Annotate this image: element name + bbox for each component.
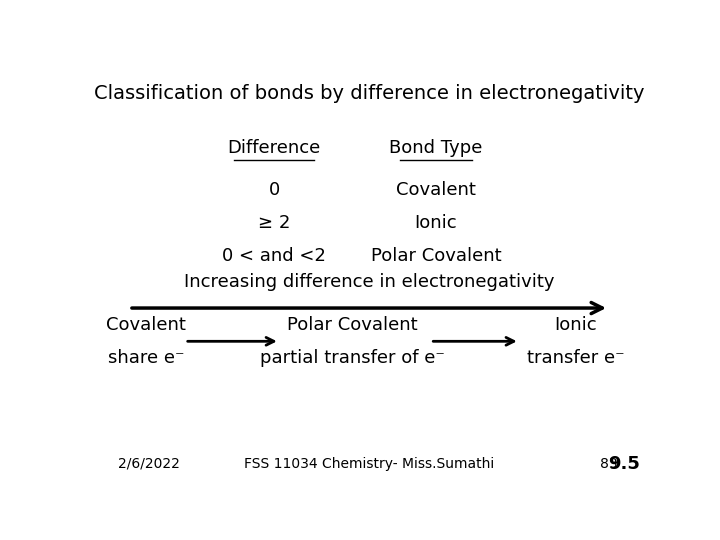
Text: FSS 11034 Chemistry- Miss.Sumathi: FSS 11034 Chemistry- Miss.Sumathi — [244, 457, 494, 471]
Text: Covalent: Covalent — [106, 316, 186, 334]
Text: Difference: Difference — [228, 139, 321, 157]
Text: Bond Type: Bond Type — [390, 139, 482, 157]
Text: Polar Covalent: Polar Covalent — [287, 316, 418, 334]
Text: Increasing difference in electronegativity: Increasing difference in electronegativi… — [184, 273, 554, 292]
Text: transfer e⁻: transfer e⁻ — [526, 349, 624, 367]
Text: Polar Covalent: Polar Covalent — [371, 247, 501, 265]
Text: 83: 83 — [600, 457, 618, 471]
Text: Ionic: Ionic — [415, 214, 457, 232]
Text: 0: 0 — [269, 180, 280, 199]
Text: 2/6/2022: 2/6/2022 — [118, 457, 180, 471]
Text: partial transfer of e⁻: partial transfer of e⁻ — [260, 349, 445, 367]
Text: share e⁻: share e⁻ — [107, 349, 184, 367]
Text: ≥ 2: ≥ 2 — [258, 214, 290, 232]
Text: Ionic: Ionic — [554, 316, 597, 334]
Text: 0 < and <2: 0 < and <2 — [222, 247, 326, 265]
Text: 9.5: 9.5 — [608, 455, 639, 473]
Text: Classification of bonds by difference in electronegativity: Classification of bonds by difference in… — [94, 84, 644, 103]
Text: Covalent: Covalent — [396, 180, 476, 199]
